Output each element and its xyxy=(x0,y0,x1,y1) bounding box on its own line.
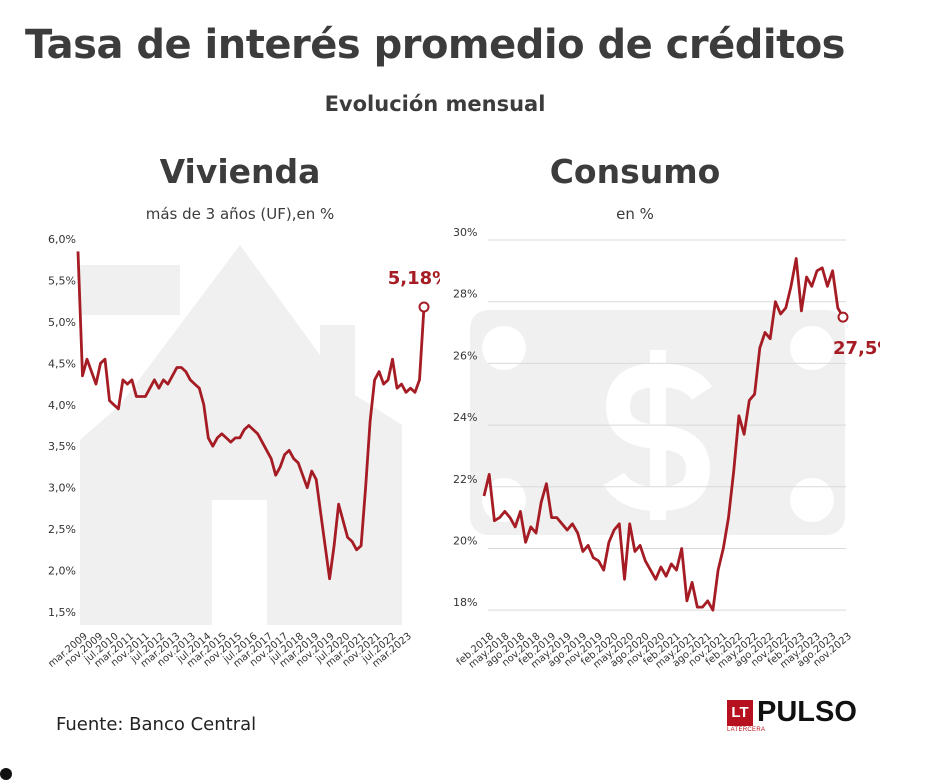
y-tick-label: 20% xyxy=(453,534,477,547)
y-tick-label: 5,0% xyxy=(48,316,76,329)
vivienda-chart-title: Vivienda xyxy=(159,152,321,191)
bill-corner-circle xyxy=(790,326,834,370)
y-tick-label: 4,5% xyxy=(48,357,76,370)
source-note: Fuente: Banco Central xyxy=(56,714,257,735)
y-tick-label: 2,5% xyxy=(48,523,76,536)
y-tick-label: 3,5% xyxy=(48,440,76,453)
y-tick-label: 18% xyxy=(453,596,477,609)
logo-badge: LT xyxy=(727,700,753,726)
series-line xyxy=(482,257,845,612)
house-roof-left xyxy=(80,265,180,315)
consumo-chart-subtitle: en % xyxy=(616,205,654,223)
y-tick-label: 4,0% xyxy=(48,399,76,412)
vivienda-chart-subtitle: más de 3 años (UF),en % xyxy=(145,205,335,223)
y-tick-label: 5,5% xyxy=(48,274,76,287)
page-title: Tasa de interés promedio de créditos xyxy=(25,22,845,68)
last-point-marker xyxy=(418,301,430,313)
y-tick-label: 26% xyxy=(453,349,477,362)
vivienda-chart: 1,5% 2,0% 2,5% 3,0% 3,5% 4,0% 4,5% 5,0% 5,5% 6,0%… xyxy=(46,233,440,670)
y-tick-label: 3,0% xyxy=(48,482,76,495)
last-point-marker xyxy=(837,311,849,323)
page-subtitle: Evolución mensual xyxy=(324,92,546,116)
series-line xyxy=(76,251,426,581)
y-tick-label: 28% xyxy=(453,288,477,301)
y-tick-label: 24% xyxy=(453,411,477,424)
last-value-label: 27,5% xyxy=(833,338,880,359)
corner-mark xyxy=(0,768,12,780)
consumo-chart-title: Consumo xyxy=(549,152,721,191)
bill-corner-circle xyxy=(790,478,834,522)
house-door xyxy=(212,500,267,625)
consumo-chart: 18%20%22%24%26%28%30%27,5%feb.2018may.20… xyxy=(453,226,880,671)
y-tick-label: 2,0% xyxy=(48,565,76,578)
logo-wordmark: PULSO xyxy=(757,696,857,728)
y-tick-label: 22% xyxy=(453,473,477,486)
dollar-curve xyxy=(603,362,712,512)
y-tick-label: 1,5% xyxy=(48,606,76,619)
bill-corner-circle xyxy=(482,326,526,370)
dollar-icon xyxy=(470,310,845,535)
last-value-label: 5,18% xyxy=(388,268,440,289)
y-tick-label: 30% xyxy=(453,226,477,239)
logo-small-text: LATERCERA xyxy=(727,727,766,733)
y-tick-label: 6,0% xyxy=(48,233,76,246)
